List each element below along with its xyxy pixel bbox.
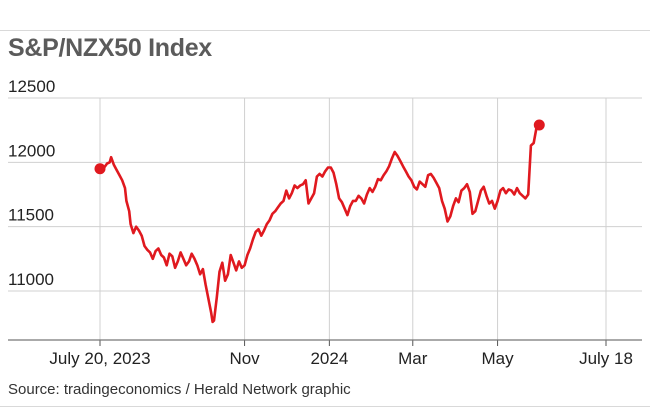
- chart-title: S&P/NZX50 Index: [8, 34, 212, 62]
- y-tick-label: 11500: [8, 206, 54, 225]
- top-divider: [0, 30, 650, 31]
- start-point-marker: [94, 163, 106, 175]
- bottom-divider: [0, 406, 650, 407]
- x-tick-label: July 20, 2023: [49, 349, 150, 368]
- source-note: Source: tradingeconomics / Herald Networ…: [8, 381, 351, 398]
- x-tick-label: July 18: [579, 349, 633, 368]
- x-tick-label: May: [482, 349, 515, 368]
- y-tick-label: 12000: [8, 141, 55, 160]
- x-tick-label: Mar: [398, 349, 428, 368]
- series-line: [98, 123, 541, 324]
- y-tick-label: 12500: [8, 77, 55, 96]
- x-tick-label: 2024: [310, 349, 348, 368]
- x-tick-label: Nov: [229, 349, 260, 368]
- end-point-marker: [533, 119, 545, 131]
- y-tick-label: 11000: [8, 270, 54, 289]
